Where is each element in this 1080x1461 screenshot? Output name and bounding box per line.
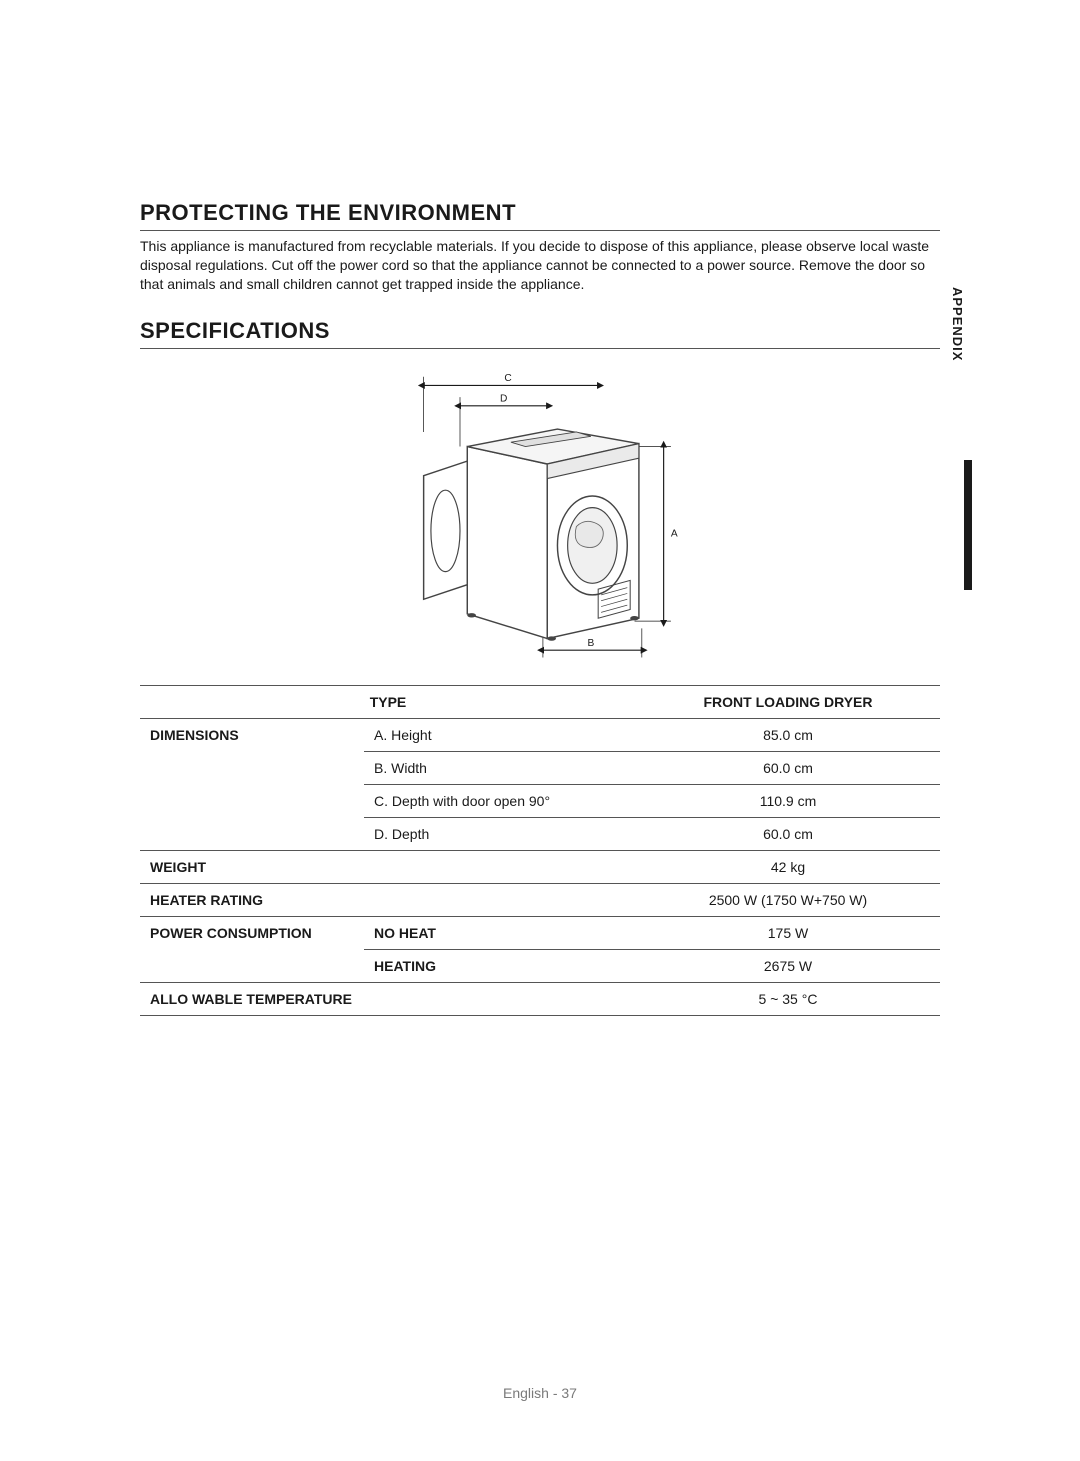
cell-label: B. Width: [364, 751, 636, 784]
group-power-consumption: POWER CONSUMPTION: [140, 916, 364, 982]
cell-label: A. Height: [364, 718, 636, 751]
cell-value: 60.0 cm: [636, 751, 940, 784]
dim-label-c: C: [504, 373, 511, 384]
footer-lang: English: [503, 1385, 549, 1401]
dim-label-d: D: [500, 393, 507, 404]
diagram-svg: C D A B: [380, 357, 700, 667]
footer-sep: -: [549, 1385, 561, 1401]
table-row: POWER CONSUMPTION NO HEAT 175 W: [140, 916, 940, 949]
page-footer: English - 37: [0, 1385, 1080, 1401]
cell-value: 60.0 cm: [636, 817, 940, 850]
cell-value: 42 kg: [636, 850, 940, 883]
group-weight: WEIGHT: [140, 850, 636, 883]
cell-value: 175 W: [636, 916, 940, 949]
cell-value: 2675 W: [636, 949, 940, 982]
group-dimensions: DIMENSIONS: [140, 718, 364, 850]
cell-value: 110.9 cm: [636, 784, 940, 817]
cell-value: 2500 W (1750 W+750 W): [636, 883, 940, 916]
table-row: ALLO WABLE TEMPERATURE 5 ~ 35 °C: [140, 982, 940, 1015]
side-thumb-mark: [964, 460, 972, 590]
heading-protecting-environment: PROTECTING THE ENVIRONMENT: [140, 200, 940, 231]
cell-label: D. Depth: [364, 817, 636, 850]
th-type: TYPE: [140, 685, 636, 718]
dim-label-b: B: [588, 637, 595, 648]
specifications-table: TYPE FRONT LOADING DRYER DIMENSIONS A. H…: [140, 685, 940, 1016]
dim-label-a: A: [671, 528, 678, 539]
cell-label: C. Depth with door open 90°: [364, 784, 636, 817]
manual-page: APPENDIX PROTECTING THE ENVIRONMENT This…: [0, 0, 1080, 1461]
th-value: FRONT LOADING DRYER: [636, 685, 940, 718]
cell-label: HEATING: [364, 949, 636, 982]
group-allowable-temp: ALLO WABLE TEMPERATURE: [140, 982, 636, 1015]
heading-specifications: SPECIFICATIONS: [140, 318, 940, 349]
footer-page-number: 37: [561, 1385, 577, 1401]
dryer-dimension-diagram: C D A B: [140, 357, 940, 667]
table-header-row: TYPE FRONT LOADING DRYER: [140, 685, 940, 718]
cell-value: 85.0 cm: [636, 718, 940, 751]
table-row: HEATER RATING 2500 W (1750 W+750 W): [140, 883, 940, 916]
cell-label: NO HEAT: [364, 916, 636, 949]
group-heater-rating: HEATER RATING: [140, 883, 636, 916]
paragraph-protecting-environment: This appliance is manufactured from recy…: [140, 237, 940, 294]
cell-value: 5 ~ 35 °C: [636, 982, 940, 1015]
table-row: WEIGHT 42 kg: [140, 850, 940, 883]
table-row: DIMENSIONS A. Height 85.0 cm: [140, 718, 940, 751]
side-tab-appendix: APPENDIX: [950, 287, 965, 361]
